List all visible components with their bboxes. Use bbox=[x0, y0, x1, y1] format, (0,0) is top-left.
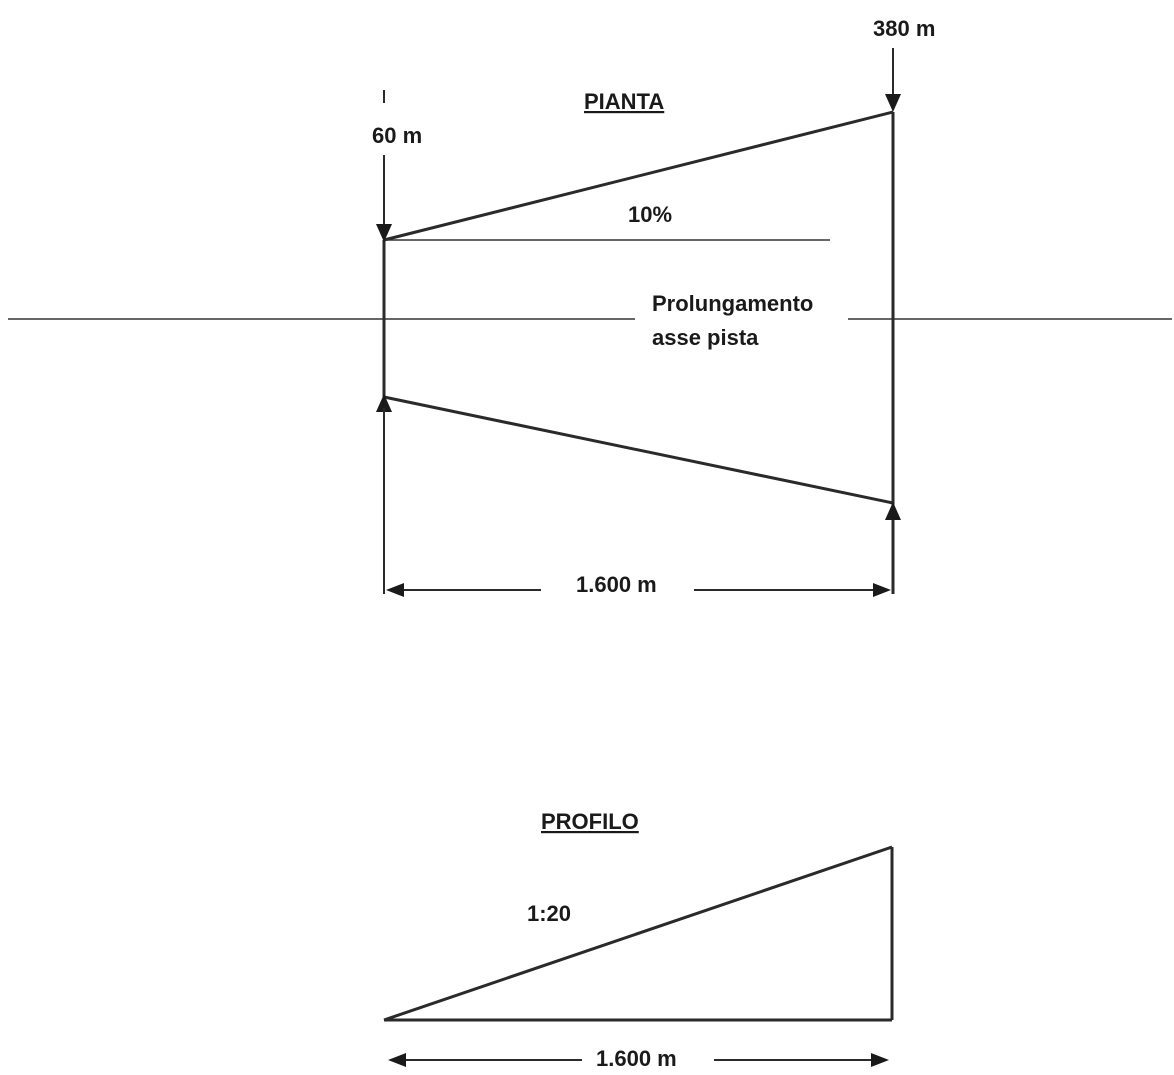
profile-slope-line bbox=[383, 845, 893, 1022]
plan-view: PIANTA Prolungamento asse pista 10% 60 m… bbox=[8, 16, 1172, 597]
lower-side-edge bbox=[383, 395, 894, 505]
centerline-label-line2: asse pista bbox=[652, 325, 759, 350]
profile-slope-label: 1:20 bbox=[527, 901, 571, 926]
plan-length-arrowhead-left bbox=[386, 583, 404, 597]
plan-title: PIANTA bbox=[584, 89, 664, 114]
upper-side-edge bbox=[383, 110, 894, 242]
profile-length-arrowhead-left bbox=[388, 1053, 406, 1067]
plan-length-label: 1.600 m bbox=[576, 572, 657, 597]
outer-width-arrowhead-bottom bbox=[885, 502, 901, 520]
plan-length-arrowhead-right bbox=[873, 583, 891, 597]
inner-width-arrowhead bbox=[376, 224, 392, 242]
inner-width-arrowhead-bottom bbox=[376, 394, 392, 412]
inner-width-label: 60 m bbox=[372, 123, 422, 148]
outer-width-label: 380 m bbox=[873, 16, 935, 41]
divergence-label: 10% bbox=[628, 202, 672, 227]
centerline-label-line1: Prolungamento bbox=[652, 291, 813, 316]
profile-length-label: 1.600 m bbox=[596, 1046, 677, 1071]
profile-title: PROFILO bbox=[541, 809, 639, 834]
outer-width-arrowhead bbox=[885, 94, 901, 112]
profile-length-arrowhead-right bbox=[871, 1053, 889, 1067]
profile-view: PROFILO 1:20 1.600 m bbox=[383, 809, 894, 1071]
